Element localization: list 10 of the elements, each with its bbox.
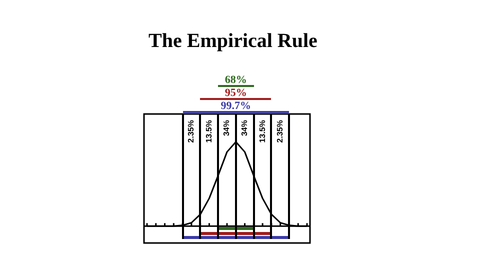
text: 34% — [222, 120, 232, 136]
text: 99.7% — [220, 100, 252, 112]
annotation: 13.5% — [204, 120, 214, 143]
text: 95% — [224, 87, 247, 99]
text: 34% — [240, 120, 249, 136]
annotation: 2.35% — [276, 120, 285, 143]
text: 68% — [224, 74, 247, 86]
annotation: 2.35% — [186, 120, 196, 143]
annotation: 13.5% — [258, 120, 267, 143]
chart-title: The Empirical Rule — [148, 30, 318, 53]
